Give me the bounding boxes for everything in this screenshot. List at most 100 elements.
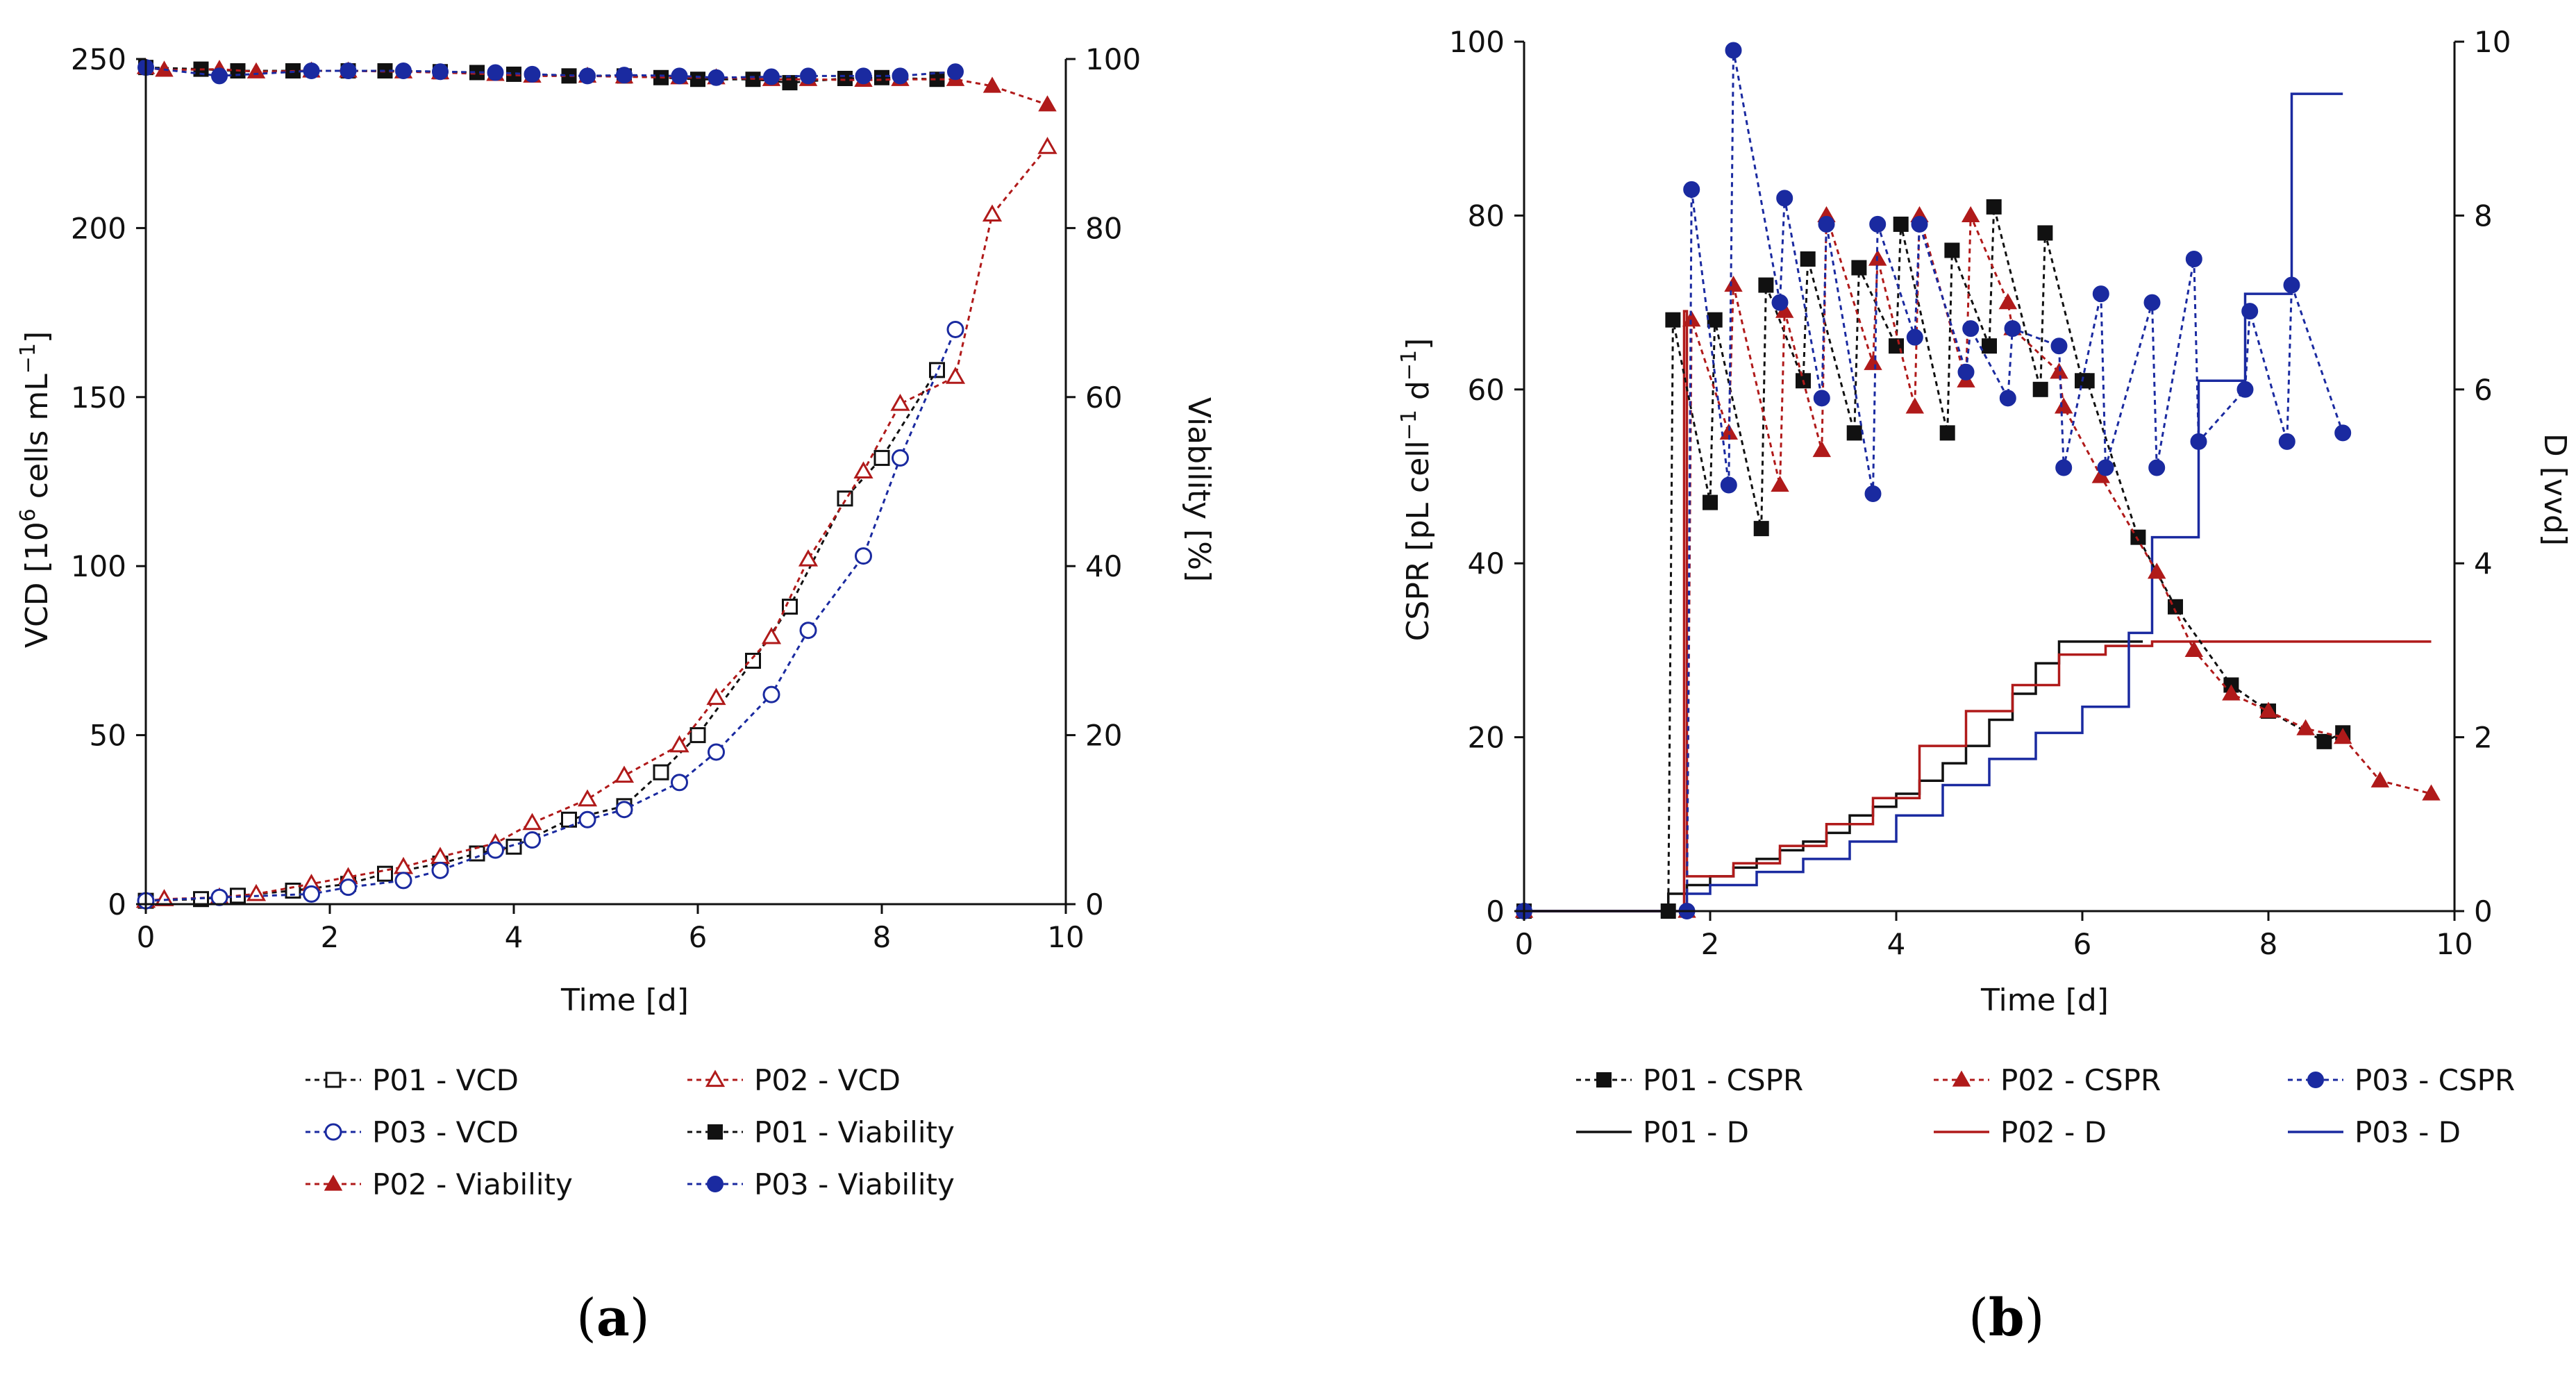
- data-point-marker: [2147, 562, 2166, 579]
- legend-marker: [324, 1174, 343, 1191]
- panel-a-label-letter: a: [596, 1288, 630, 1348]
- data-point-marker: [579, 67, 596, 85]
- data-point-marker: [2184, 640, 2204, 658]
- data-point-marker: [2241, 303, 2259, 320]
- panel-b-series-group: [1514, 42, 2441, 919]
- data-point-marker: [1999, 390, 2016, 407]
- left-tick-label: 0: [108, 888, 126, 922]
- x-tick-label: 2: [1701, 927, 1720, 961]
- data-point-marker: [2259, 701, 2278, 718]
- legend-label: P03 - Viability: [754, 1167, 955, 1201]
- left-tick-label: 100: [1449, 25, 1505, 59]
- x-tick-label: 8: [2259, 927, 2278, 961]
- data-point-marker: [487, 64, 504, 81]
- series-line: [145, 369, 938, 902]
- data-point-marker: [1986, 199, 2002, 215]
- data-point-marker: [1037, 137, 1057, 154]
- panel-a-left-axis-title: VCD [106 cells mL−1]: [16, 331, 55, 648]
- data-point-marker: [1683, 181, 1700, 198]
- data-point-marker: [1864, 485, 1882, 503]
- data-point-marker: [211, 67, 228, 85]
- left-tick-label: 0: [1486, 894, 1505, 928]
- data-point-marker: [614, 765, 635, 783]
- legend-label: P03 - VCD: [372, 1115, 519, 1149]
- x-tick-label: 6: [689, 920, 708, 954]
- data-point-marker: [761, 626, 782, 644]
- data-point-marker: [2236, 381, 2254, 398]
- data-point-marker: [892, 67, 909, 85]
- panel-a-left-axis-title-sup: −1: [16, 343, 40, 374]
- data-point-marker: [890, 394, 910, 411]
- data-point-marker: [2334, 424, 2352, 442]
- data-point-marker: [2222, 684, 2241, 701]
- data-point-marker: [1905, 397, 1925, 414]
- data-point-marker: [1851, 260, 1867, 276]
- legend-marker: [325, 1072, 342, 1088]
- data-point-marker: [798, 549, 819, 567]
- data-point-marker: [2333, 728, 2352, 744]
- right-tick-label: 2: [2474, 721, 2493, 755]
- panel-a-left-axis-title-sup: 6: [16, 508, 40, 522]
- legend-marker: [1596, 1072, 1612, 1088]
- left-tick-label: 80: [1468, 199, 1505, 233]
- data-point-marker: [782, 75, 798, 91]
- data-point-marker: [154, 889, 174, 906]
- right-tick-label: 8: [2474, 199, 2493, 233]
- data-point-marker: [671, 67, 688, 85]
- data-point-marker: [873, 449, 890, 466]
- panel-a-left-axis-title-part: VCD [10: [19, 522, 55, 648]
- series-line: [145, 66, 1048, 106]
- data-point-marker: [1725, 42, 1742, 59]
- data-point-marker: [2055, 459, 2073, 476]
- right-tick-label: 40: [1085, 549, 1122, 583]
- data-point-marker: [799, 622, 817, 640]
- legend-marker: [707, 1176, 724, 1192]
- panel-a-left-axis-title-part: cells mL: [19, 374, 55, 508]
- right-tick-label: 80: [1085, 211, 1122, 245]
- data-point-marker: [1720, 476, 1737, 494]
- data-point-marker: [2190, 433, 2207, 450]
- data-point-marker: [982, 76, 1002, 93]
- data-point-marker: [2037, 225, 2053, 241]
- panel-a-right-axis-title: Viability [%]: [1181, 397, 1216, 582]
- legend-label: P03 - D: [2355, 1115, 2461, 1149]
- panel-a-x-axis-title: Time [d]: [560, 983, 689, 1018]
- data-point-marker: [1998, 293, 2018, 310]
- legend-label: P03 - CSPR: [2355, 1063, 2515, 1097]
- data-point-marker: [2092, 285, 2109, 303]
- data-point-marker: [653, 764, 669, 781]
- data-point-marker: [616, 67, 633, 84]
- series-line: [145, 146, 1048, 902]
- right-tick-label: 4: [2474, 547, 2493, 581]
- data-point-marker: [2278, 433, 2295, 450]
- data-point-marker: [945, 367, 966, 384]
- data-point-marker: [1753, 521, 1769, 537]
- data-point-marker: [1665, 312, 1681, 328]
- left-tick-label: 200: [71, 211, 126, 245]
- series-step-line: [1524, 92, 2343, 912]
- x-tick-label: 4: [1887, 927, 1906, 961]
- data-point-marker: [522, 812, 542, 831]
- data-point-marker: [2097, 459, 2114, 476]
- data-point-marker: [1724, 276, 1743, 292]
- data-point-marker: [2130, 529, 2146, 545]
- data-point-marker: [762, 685, 780, 703]
- data-point-marker: [2032, 381, 2048, 397]
- left-tick-label: 40: [1468, 547, 1505, 581]
- data-point-marker: [2316, 733, 2332, 749]
- panel-b-legend: P01 - CSPR P02 - CSPR P03 - CSPR P01 - D P02…: [1576, 1063, 2515, 1149]
- right-tick-label: 0: [1085, 888, 1104, 922]
- left-tick-label: 20: [1468, 721, 1505, 755]
- data-point-marker: [1813, 390, 1830, 407]
- series-line: [145, 66, 956, 79]
- left-tick-label: 100: [71, 549, 126, 583]
- legend-label: P01 - VCD: [372, 1063, 519, 1097]
- data-point-marker: [2148, 459, 2166, 476]
- x-tick-label: 0: [137, 920, 156, 954]
- data-point-marker: [1962, 320, 1980, 338]
- x-tick-label: 6: [2073, 927, 2092, 961]
- series-line: [1524, 206, 2343, 912]
